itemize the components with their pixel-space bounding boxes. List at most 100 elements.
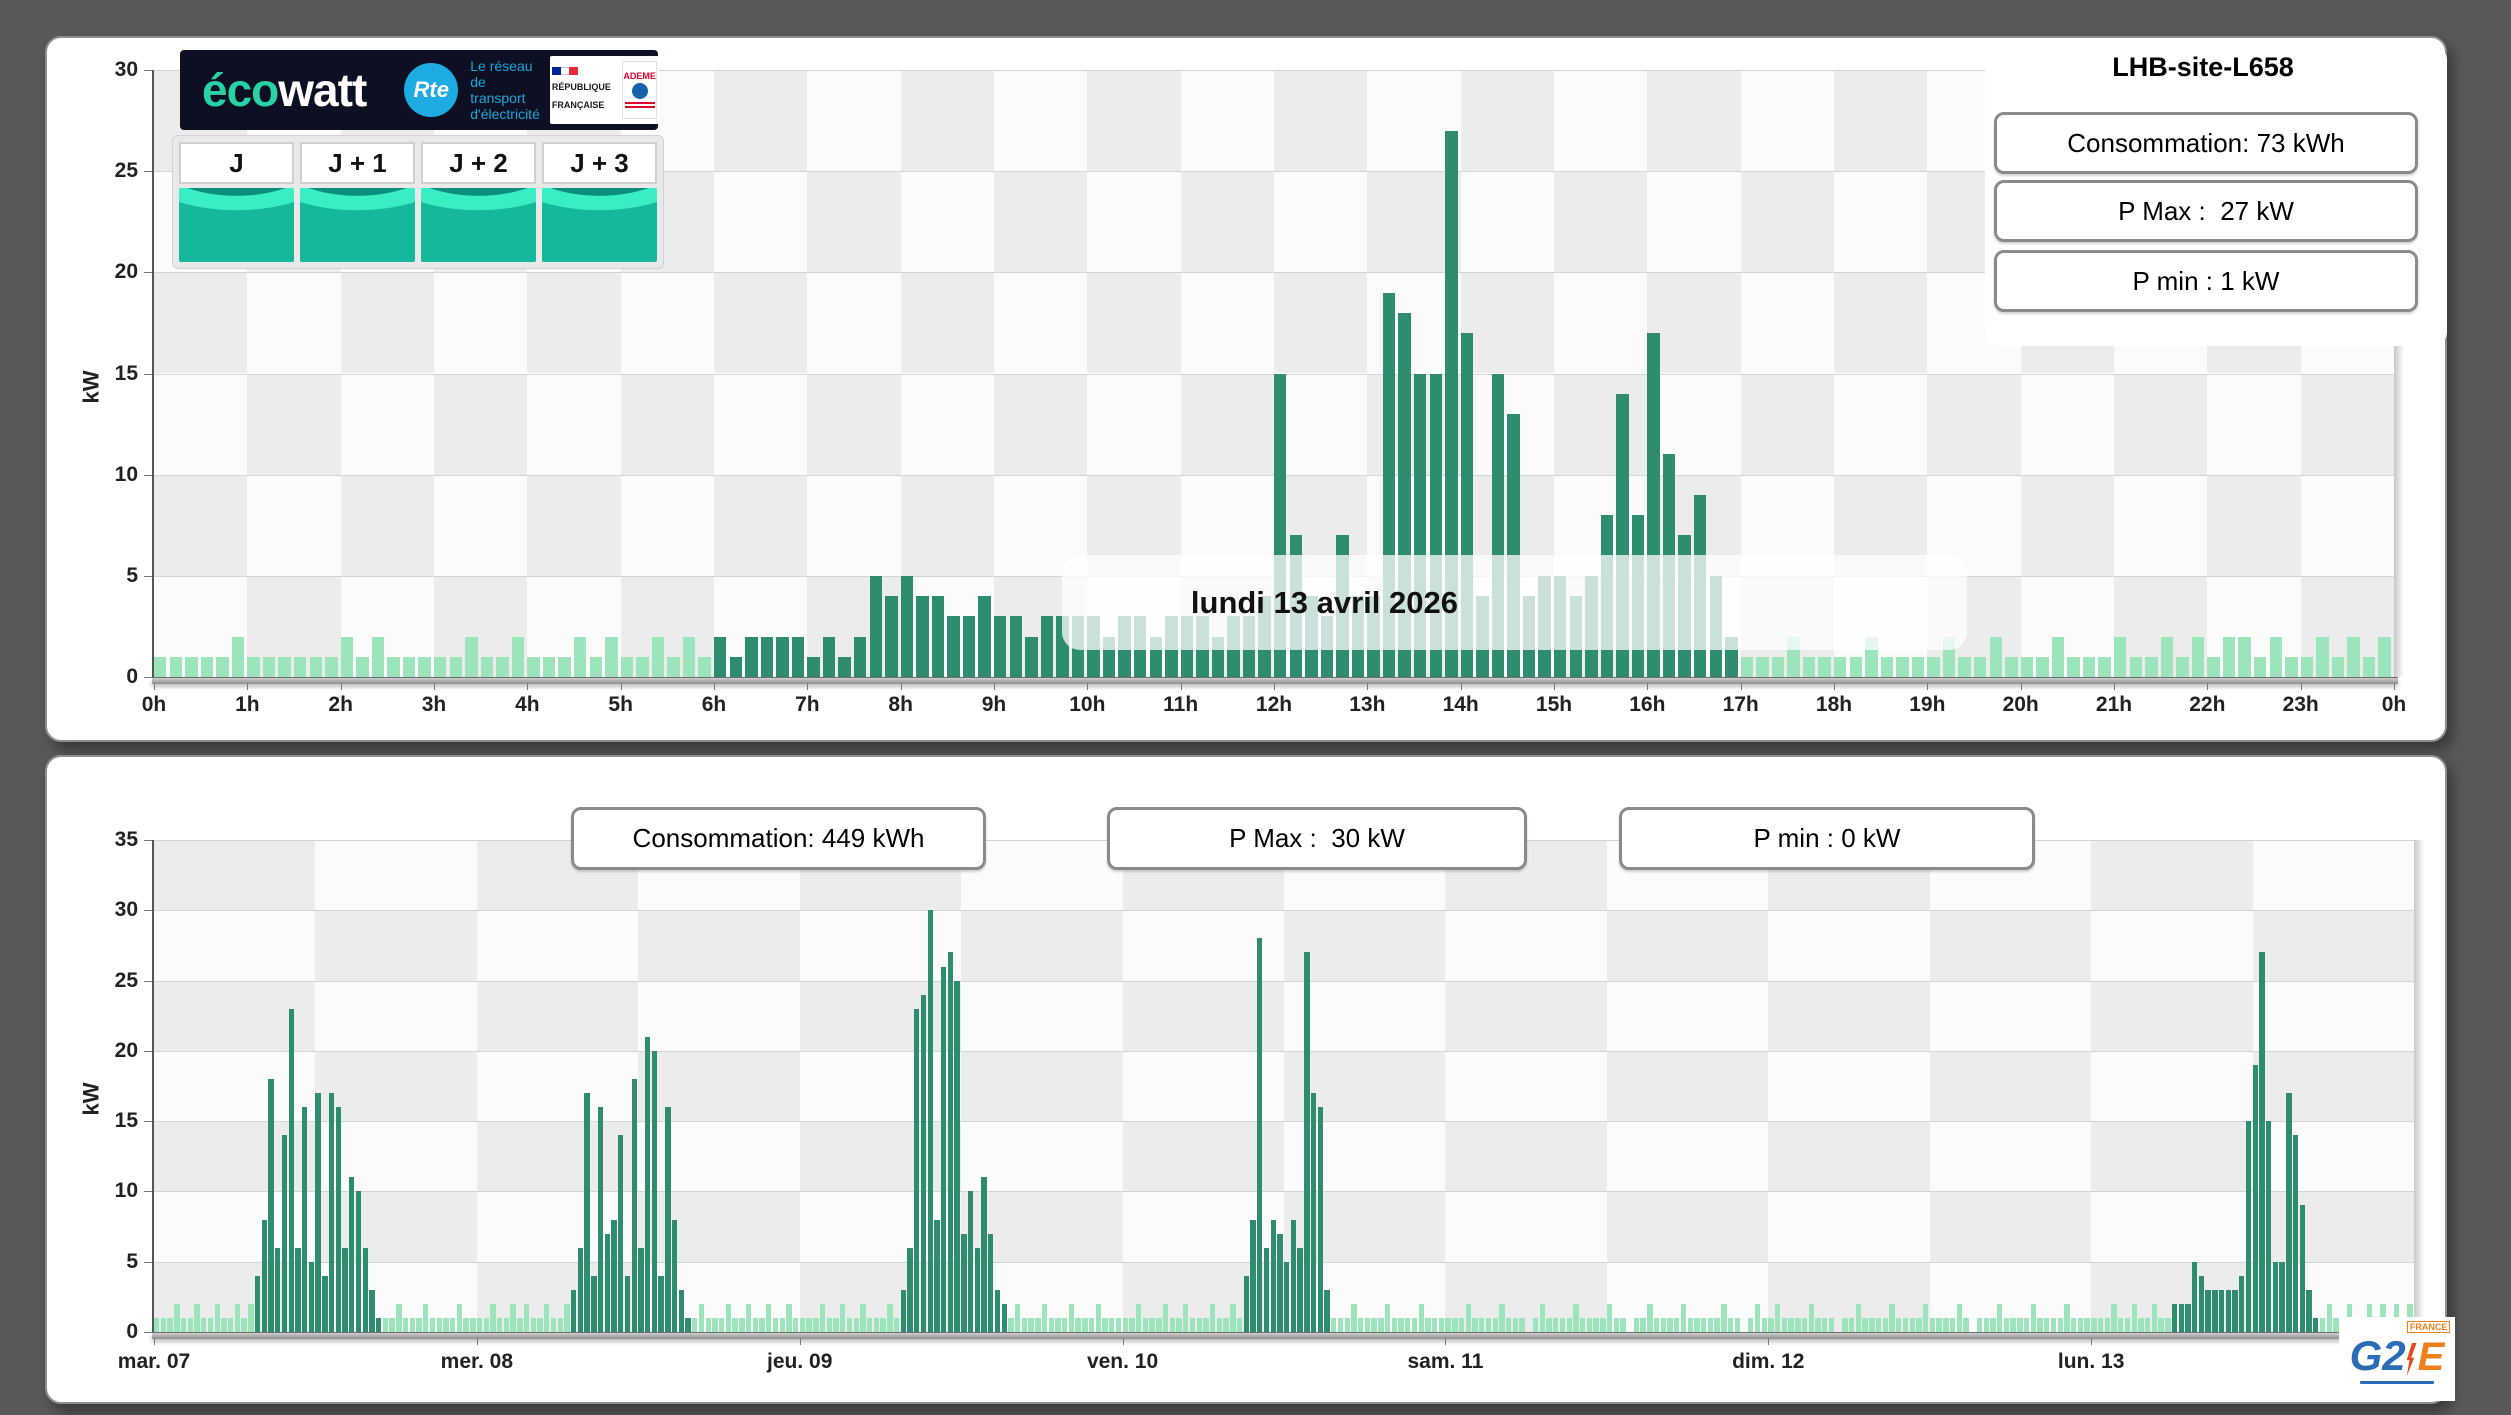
x-tickmark bbox=[807, 683, 809, 690]
checker-cell bbox=[1274, 70, 1368, 172]
power-bar bbox=[2124, 1317, 2131, 1332]
power-bar bbox=[2082, 656, 2096, 677]
power-bar bbox=[2057, 1317, 2063, 1332]
x-tickmark bbox=[900, 683, 902, 690]
power-bar bbox=[1849, 656, 1862, 677]
x-tickmark bbox=[994, 683, 995, 690]
gridline bbox=[154, 1121, 2414, 1123]
power-bar bbox=[584, 1093, 590, 1332]
power-bar bbox=[1896, 656, 1909, 677]
power-bar bbox=[2091, 1317, 2097, 1332]
weekly-consumption-box[interactable]: Consommation: 449 kWh bbox=[571, 807, 986, 870]
gridline bbox=[154, 1191, 2414, 1193]
power-bar bbox=[1916, 1317, 1922, 1332]
power-bar bbox=[1754, 1303, 1761, 1332]
power-bar bbox=[231, 636, 245, 677]
y-tickmark bbox=[144, 1121, 152, 1123]
forecast-tile-label: J + 2 bbox=[421, 142, 536, 184]
daily-pmin-box[interactable]: P min : 1 kW bbox=[1994, 250, 2418, 312]
forecast-tile-j[interactable]: J bbox=[179, 142, 294, 262]
power-bar bbox=[840, 1303, 846, 1332]
ecowatt-green-signal-icon bbox=[300, 188, 415, 262]
forecast-tile-j2[interactable]: J + 2 bbox=[421, 142, 536, 262]
power-bar bbox=[2316, 636, 2329, 677]
y-tick-label: 20 bbox=[114, 260, 138, 284]
power-bar bbox=[1707, 1317, 1714, 1332]
checker-cell bbox=[1122, 1191, 1284, 1262]
checker-cell bbox=[900, 575, 994, 677]
g2e-logo: G2 E FRANCE bbox=[2339, 1317, 2455, 1401]
checker-cell bbox=[620, 272, 714, 374]
power-bar bbox=[994, 616, 1007, 677]
checker-cell bbox=[1929, 910, 2092, 981]
power-bar bbox=[1795, 1317, 1801, 1332]
checker-cell bbox=[1834, 272, 1928, 374]
power-bar bbox=[854, 636, 867, 677]
power-bar bbox=[180, 1317, 187, 1332]
checker-cell bbox=[154, 474, 248, 576]
power-bar bbox=[1445, 130, 1458, 677]
daily-consumption-box[interactable]: Consommation: 73 kWh bbox=[1994, 112, 2418, 174]
checker-cell bbox=[1122, 910, 1284, 981]
checker-cell bbox=[1087, 70, 1181, 172]
weekly-pmin-box[interactable]: P min : 0 kW bbox=[1619, 807, 2035, 870]
power-bar bbox=[1055, 1317, 1061, 1332]
power-bar bbox=[2005, 656, 2018, 677]
forecast-tile-j1[interactable]: J + 1 bbox=[300, 142, 415, 262]
power-bar bbox=[604, 1233, 611, 1332]
power-bar bbox=[288, 1008, 294, 1332]
power-bar bbox=[620, 656, 634, 677]
power-bar bbox=[678, 1289, 685, 1332]
checker-cell bbox=[1929, 1261, 2092, 1332]
power-bar bbox=[1176, 1317, 1182, 1332]
checker-cell bbox=[476, 910, 639, 981]
checker-cell bbox=[1647, 171, 1741, 273]
power-bar bbox=[517, 1317, 523, 1332]
power-bar bbox=[1834, 656, 1847, 677]
power-bar bbox=[2165, 1317, 2171, 1332]
power-bar bbox=[1842, 1317, 1848, 1332]
power-bar bbox=[2160, 636, 2174, 677]
checker-cell bbox=[900, 373, 994, 475]
forecast-tile-label: J + 1 bbox=[300, 142, 415, 184]
checker-cell bbox=[1606, 1191, 1769, 1262]
power-bar bbox=[1606, 1303, 1613, 1332]
y-tick-label: 35 bbox=[114, 828, 138, 851]
x-tick-label: 23h bbox=[2282, 693, 2319, 716]
x-tick-label: 17h bbox=[1722, 693, 1759, 716]
power-bar bbox=[1371, 1317, 1377, 1332]
power-bar bbox=[2272, 1261, 2279, 1332]
g2e-g2-text: G2 bbox=[2349, 1331, 2406, 1379]
y-tick-label: 25 bbox=[114, 159, 138, 183]
forecast-tile-j3[interactable]: J + 3 bbox=[542, 142, 657, 262]
power-bar bbox=[2292, 1135, 2299, 1332]
power-bar bbox=[860, 1303, 866, 1332]
x-tick-label: 4h bbox=[515, 693, 540, 716]
y-tick-label: 30 bbox=[114, 898, 138, 922]
checker-cell bbox=[994, 70, 1088, 172]
power-bar bbox=[278, 656, 291, 677]
power-bar bbox=[1633, 1317, 1640, 1332]
power-bar bbox=[806, 1317, 812, 1332]
weekly-pmax-box[interactable]: P Max : 30 kW bbox=[1107, 807, 1527, 870]
power-bar bbox=[510, 1303, 516, 1332]
power-bar bbox=[2050, 1317, 2057, 1332]
x-tick-label: 10h bbox=[1069, 693, 1106, 716]
power-bar bbox=[1559, 1317, 1566, 1332]
power-bar bbox=[1828, 1317, 1835, 1332]
forecast-tile-label: J + 3 bbox=[542, 142, 657, 184]
power-bar bbox=[1855, 1303, 1862, 1332]
daily-pmax-box[interactable]: P Max : 27 kW bbox=[1994, 180, 2418, 242]
power-bar bbox=[1996, 1303, 2003, 1332]
power-bar bbox=[978, 596, 991, 677]
power-bar bbox=[1088, 1317, 1095, 1332]
power-bar bbox=[873, 1317, 880, 1332]
checker-cell bbox=[961, 910, 1123, 981]
y-tickmark bbox=[144, 575, 152, 577]
power-bar bbox=[1801, 1317, 1808, 1332]
x-tick-label: 16h bbox=[1629, 693, 1666, 716]
power-bar bbox=[2254, 656, 2267, 677]
checker-cell bbox=[1180, 70, 1274, 172]
checker-cell bbox=[315, 980, 477, 1051]
power-bar bbox=[1687, 1317, 1693, 1332]
